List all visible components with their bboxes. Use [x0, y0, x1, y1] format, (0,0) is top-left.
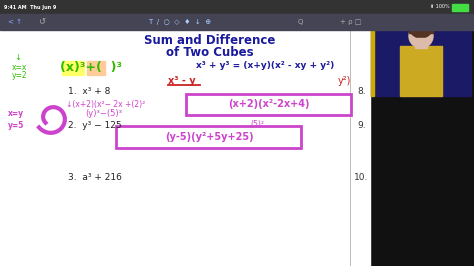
Bar: [400, 46, 442, 96]
Bar: [415, 38, 427, 48]
Bar: [0, 14, 474, 30]
Text: < ↑: < ↑: [8, 19, 22, 25]
Text: (y)³−(5)³: (y)³−(5)³: [85, 109, 122, 118]
Text: of Two Cubes: of Two Cubes: [166, 45, 254, 59]
Text: y=5: y=5: [8, 120, 24, 130]
Bar: [371, 14, 374, 96]
Bar: [409, 24, 433, 33]
Text: Sum and Difference: Sum and Difference: [144, 35, 276, 48]
Bar: [452, 4, 468, 11]
Text: (y-5)(y²+5y+25): (y-5)(y²+5y+25): [164, 132, 253, 142]
Text: T  /  ○  ◇  ♦  ↓  ⊕: T / ○ ◇ ♦ ↓ ⊕: [148, 19, 211, 25]
Text: 9:41 AM  Thu Jun 9: 9:41 AM Thu Jun 9: [4, 5, 56, 10]
Text: y²): y²): [338, 76, 351, 86]
Text: y=2: y=2: [12, 72, 27, 81]
Text: 1.  x³ + 8: 1. x³ + 8: [68, 88, 110, 97]
Text: 9.: 9.: [357, 120, 365, 130]
Bar: [371, 14, 471, 96]
Text: 10.: 10.: [354, 173, 368, 182]
Text: x³ + y³ = (x+y)(x² - xy + y²): x³ + y³ = (x+y)(x² - xy + y²): [196, 61, 334, 70]
Text: ↓(x+2)(x²− 2x +(2)²: ↓(x+2)(x²− 2x +(2)²: [66, 99, 145, 109]
Bar: [0, 0, 474, 14]
FancyBboxPatch shape: [117, 126, 301, 148]
Text: (x+2)(x²-2x+4): (x+2)(x²-2x+4): [228, 99, 310, 109]
Bar: [62, 61, 84, 75]
Bar: [87, 61, 105, 75]
Text: Q: Q: [297, 19, 303, 25]
Text: 8.: 8.: [357, 88, 365, 97]
Bar: [370, 0, 474, 266]
Text: ↓: ↓: [14, 53, 21, 63]
Bar: [371, 14, 471, 18]
Text: 2.  y³ − 125: 2. y³ − 125: [68, 120, 122, 130]
Text: x=x: x=x: [12, 63, 27, 72]
Text: ↺: ↺: [38, 18, 45, 27]
Text: x³ - y: x³ - y: [168, 76, 196, 86]
Bar: [0, 30, 370, 266]
Text: (5)²: (5)²: [250, 119, 264, 128]
Text: (x)³+(  )³: (x)³+( )³: [60, 61, 122, 74]
Text: 3.  a³ + 216: 3. a³ + 216: [68, 173, 122, 182]
Text: ⬆ 100%: ⬆ 100%: [430, 5, 450, 10]
Circle shape: [409, 24, 433, 48]
FancyBboxPatch shape: [186, 94, 352, 114]
Circle shape: [409, 14, 433, 38]
Text: x=y: x=y: [8, 109, 24, 118]
Text: + ρ □: + ρ □: [340, 19, 361, 25]
